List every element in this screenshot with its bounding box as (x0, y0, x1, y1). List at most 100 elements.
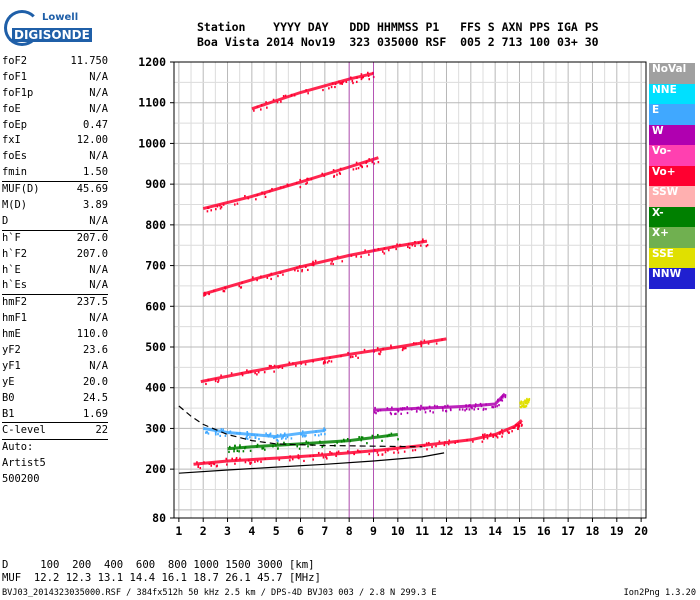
param-value: N/A (89, 359, 108, 372)
echo-point (349, 356, 352, 359)
echo-point (293, 94, 296, 97)
echo-point (366, 160, 368, 163)
param-value: N/A (89, 86, 108, 99)
echo-point (520, 400, 522, 403)
echo-point (240, 286, 243, 289)
chart-frame (173, 61, 647, 519)
echo-point (435, 445, 437, 448)
echo-point (252, 276, 254, 279)
echo-point (336, 173, 338, 176)
echo-point (276, 101, 279, 104)
echo-point (256, 373, 258, 376)
muf-row: MUF 12.2 12.3 13.1 14.4 16.1 18.7 26.1 4… (2, 572, 321, 584)
echo-point (266, 433, 269, 437)
echo-point (196, 461, 198, 464)
echo-point (371, 160, 374, 164)
param-row: D N/A (2, 214, 108, 230)
echo-point (210, 464, 213, 467)
echo-point (300, 362, 303, 365)
param-value: N/A (89, 214, 108, 227)
param-row: foF2 11.750 (2, 54, 108, 70)
echo-point (304, 363, 307, 366)
echo-point (205, 382, 207, 386)
echo-point (377, 409, 379, 413)
echo-point (236, 202, 239, 205)
param-label: M(D) (2, 199, 28, 212)
echo-point (254, 372, 256, 375)
echo-point (226, 463, 228, 466)
echo-point (269, 432, 272, 435)
echo-trace (202, 156, 379, 211)
echo-point (261, 191, 263, 194)
param-group-critical-freqs: foF2 11.750 foF1 N/A foF1p N/A foE N/A foEp 0.47 f… (2, 54, 108, 181)
echo-point (270, 277, 272, 281)
echo-point (206, 210, 209, 213)
echo-point (207, 378, 210, 381)
echo-point (498, 431, 501, 435)
echo-point (284, 94, 287, 97)
param-row: foE N/A (2, 102, 108, 118)
legend-item: Vo+ (649, 165, 695, 186)
echo-point (276, 434, 279, 437)
echo-point (268, 364, 271, 368)
echo-point (329, 356, 331, 359)
echo-point (284, 443, 287, 446)
echo-point (469, 404, 471, 407)
echo-point (527, 400, 530, 404)
y-tick-label: 300 (145, 421, 166, 435)
echo-point (228, 450, 230, 454)
param-label: h`F2 (2, 247, 28, 260)
echo-point (249, 449, 252, 452)
param-value: N/A (89, 70, 108, 83)
polarization-legend: NoVal NNE E W Vo- Vo+ SSW X- X+ SSE NNW (649, 63, 695, 289)
param-label: foEs (2, 150, 28, 163)
echo-point (296, 445, 299, 448)
echo-point (383, 252, 386, 255)
echo-point (411, 244, 414, 247)
echo-point (360, 77, 363, 81)
logo-brand: Lowell (42, 12, 79, 23)
param-value: 3.89 (82, 199, 108, 212)
echo-point (355, 80, 358, 84)
echo-point (449, 407, 452, 411)
echo-point (472, 440, 474, 443)
echo-point (454, 441, 456, 444)
echo-point (235, 456, 238, 460)
echo-point (336, 441, 338, 444)
echo-point (213, 462, 216, 466)
param-row: fmin 1.50 (2, 165, 108, 181)
legend-item: NNE (649, 83, 695, 104)
echo-point (414, 240, 416, 244)
legend-item: NoVal (649, 63, 695, 84)
echo-point (471, 407, 473, 410)
echo-point (431, 445, 433, 449)
echo-point (486, 437, 489, 440)
echo-point (399, 243, 401, 246)
echo-point (501, 396, 504, 399)
echo-point (368, 253, 370, 256)
echo-point (492, 433, 494, 436)
param-value: 207.0 (76, 231, 108, 244)
echo-point (301, 435, 304, 438)
software-version: Ion2Png 1.3.20 (623, 588, 696, 598)
echo-point (350, 254, 353, 257)
echo-point (256, 460, 259, 463)
echo-point (361, 436, 364, 439)
echo-point (517, 426, 519, 429)
echo-point (320, 433, 322, 436)
echo-point (222, 289, 225, 293)
echo-point (282, 273, 284, 276)
echo-point (492, 406, 495, 409)
echo-point (238, 432, 241, 435)
echo-point (426, 244, 429, 247)
echo-point (273, 370, 275, 373)
echo-point (351, 355, 354, 358)
echo-point (266, 276, 269, 279)
echo-point (214, 431, 217, 434)
echo-point (491, 405, 493, 409)
echo-point (495, 435, 498, 438)
echo-point (246, 433, 249, 436)
echo-point (524, 400, 527, 403)
echo-point (368, 78, 371, 81)
echo-point (251, 433, 253, 436)
